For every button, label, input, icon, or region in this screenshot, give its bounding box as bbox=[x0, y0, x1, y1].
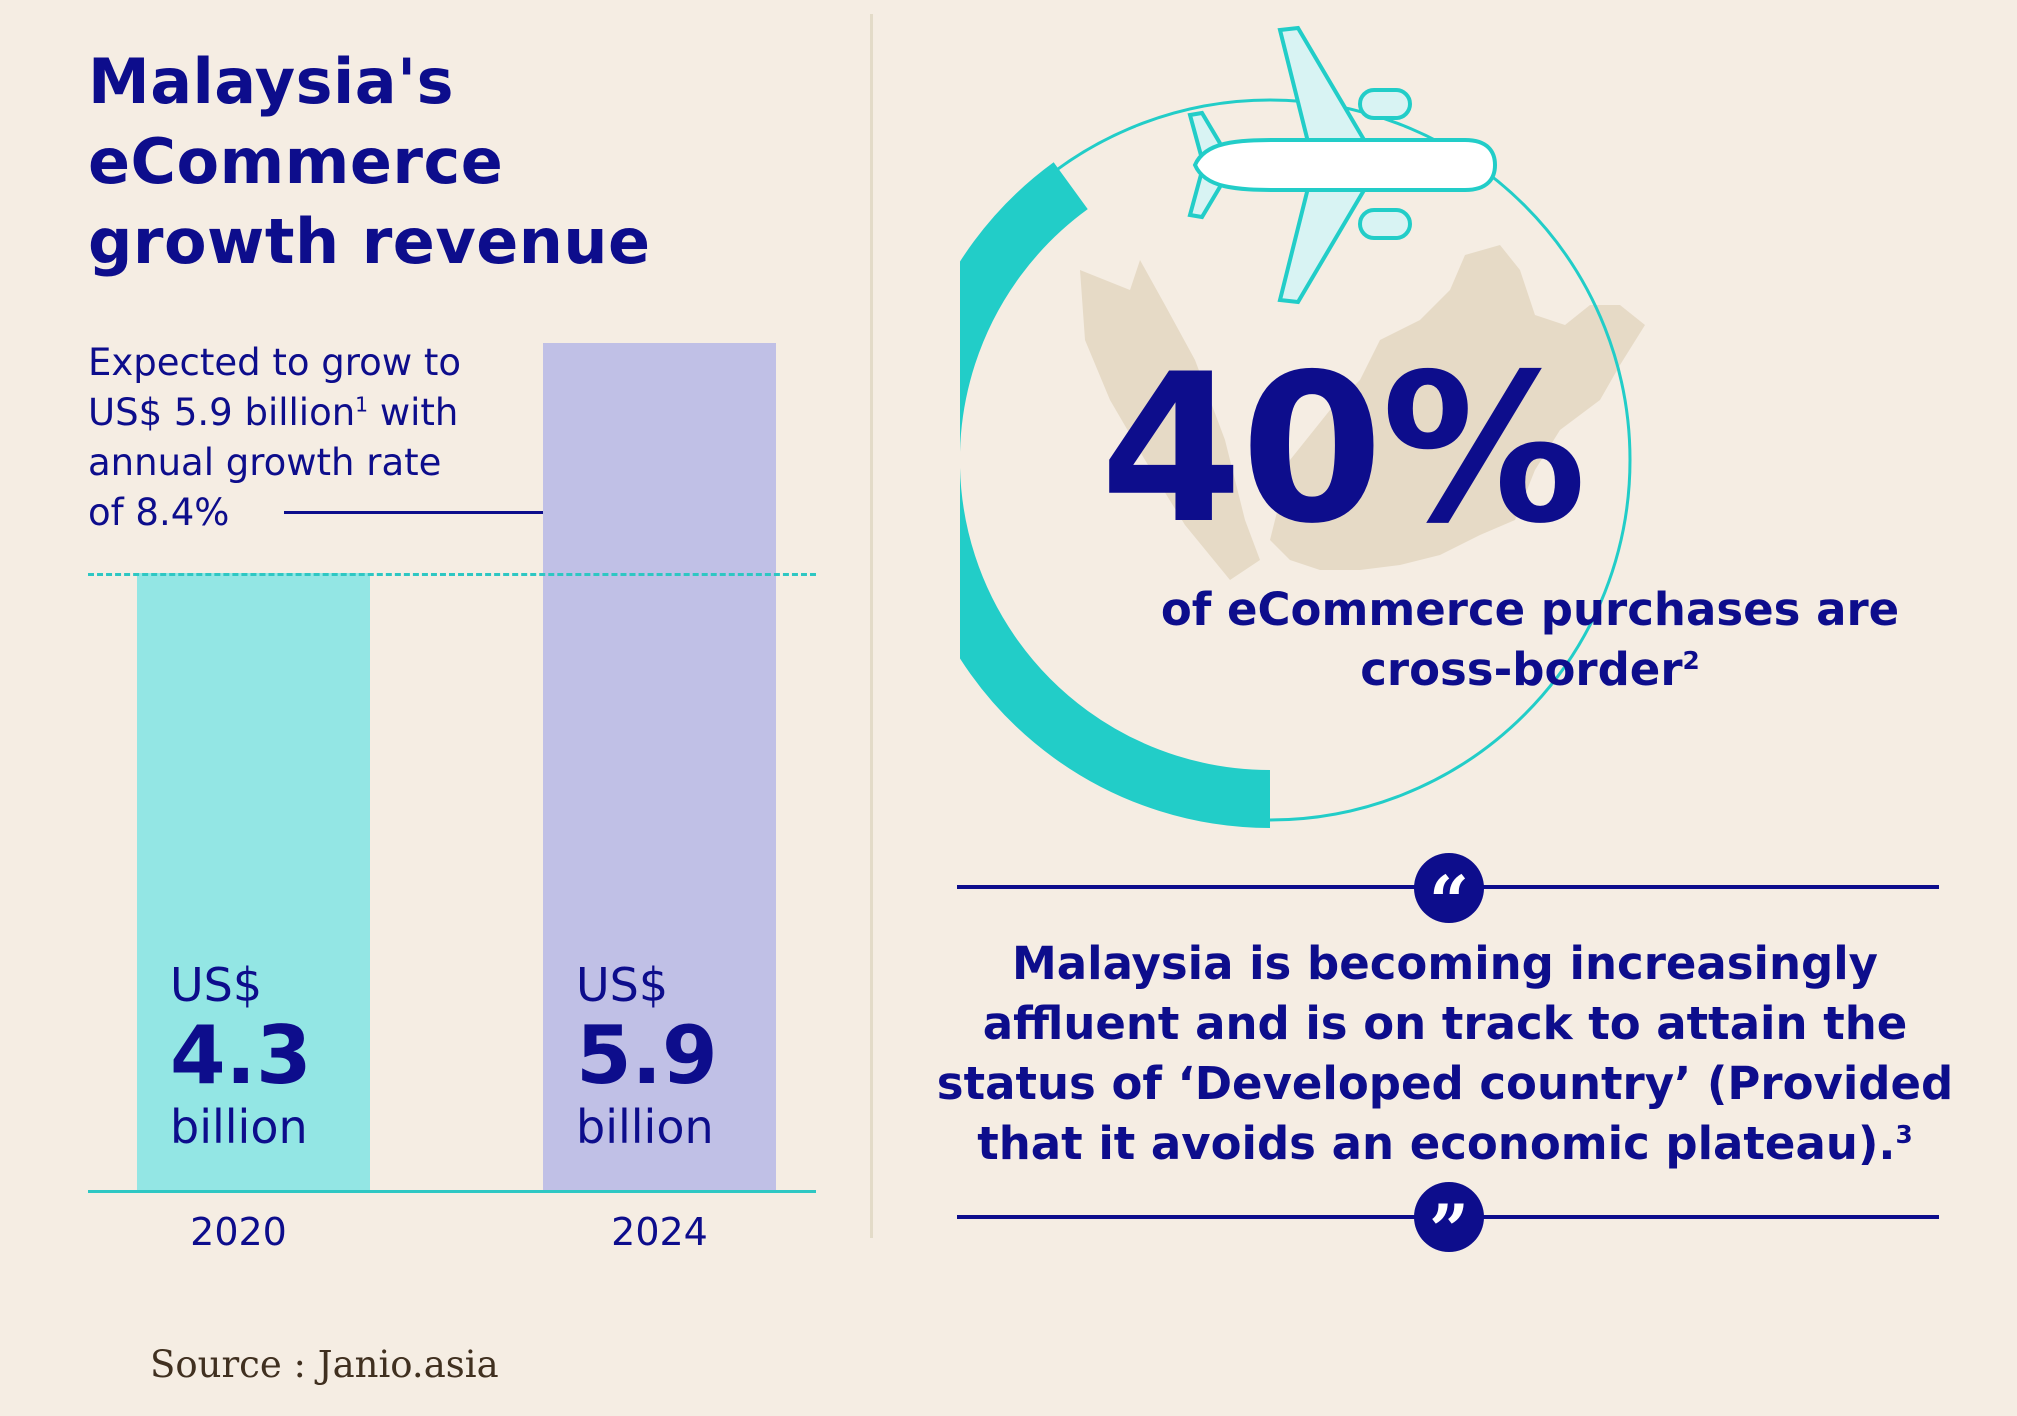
annotation-line-2: US$ 5.9 billion1 with bbox=[88, 388, 558, 438]
bar-currency: US$ bbox=[576, 958, 669, 1012]
footnote-1: 1 bbox=[355, 392, 369, 417]
bar-unit: billion bbox=[170, 1100, 308, 1154]
column-divider bbox=[870, 14, 873, 1238]
annotation-with: with bbox=[368, 391, 459, 434]
title-line-1: Malaysia's bbox=[88, 45, 455, 118]
stat-text-line-2: cross-border2 bbox=[1130, 640, 1930, 700]
close-quote-icon: ” bbox=[1414, 1182, 1484, 1252]
annotation-line-3: annual growth rate bbox=[88, 441, 442, 484]
reference-dashed-line bbox=[88, 572, 816, 576]
callout-leader-line bbox=[284, 511, 662, 514]
open-quote-icon: “ bbox=[1414, 853, 1484, 923]
title-line-2: eCommerce bbox=[88, 125, 504, 198]
bar-2024 bbox=[543, 343, 776, 1190]
page-title: Malaysia's eCommerce growth revenue bbox=[88, 42, 708, 282]
quote-line-3: status of ‘Developed country’ (Provided bbox=[936, 1057, 1954, 1110]
malaysia-map-borneo bbox=[1270, 245, 1645, 570]
quote-line-4: that it avoids an economic plateau).3 bbox=[930, 1114, 1960, 1174]
title-line-3: growth revenue bbox=[88, 205, 651, 278]
stat-graphic bbox=[960, 25, 1645, 828]
quote-line-1: Malaysia is becoming increasingly bbox=[1012, 937, 1878, 990]
bar-label-2020: US$ 4.3 billion bbox=[170, 958, 312, 1154]
stat-value: 40% bbox=[1100, 331, 1587, 569]
stat-description: of eCommerce purchases are cross-border2 bbox=[1130, 580, 1930, 700]
bar-2020 bbox=[137, 572, 370, 1190]
annotation-line-4: of 8.4% bbox=[88, 491, 230, 534]
malaysia-map-peninsula bbox=[1080, 260, 1260, 580]
footnote-2: 2 bbox=[1682, 646, 1700, 675]
annotation-line-1: Expected to grow to bbox=[88, 341, 461, 384]
bar-unit: billion bbox=[576, 1100, 714, 1154]
stat-arc-40-percent bbox=[960, 162, 1271, 828]
quote-text: Malaysia is becoming increasingly afflue… bbox=[930, 934, 1960, 1174]
source-credit: Source : Janio.asia bbox=[150, 1343, 499, 1386]
bar-currency: US$ bbox=[170, 958, 263, 1012]
airplane-icon bbox=[1187, 25, 1498, 305]
bar-label-2024: US$ 5.9 billion bbox=[576, 958, 718, 1154]
quote-line-4-text: that it avoids an economic plateau). bbox=[977, 1117, 1896, 1170]
quote-line-2: affluent and is on track to attain the bbox=[982, 997, 1908, 1050]
chart-baseline bbox=[88, 1190, 816, 1193]
x-tick-2024: 2024 bbox=[611, 1210, 708, 1254]
annotation-amount: US$ 5.9 billion bbox=[88, 391, 356, 434]
bar-value: 4.3 bbox=[170, 1009, 312, 1102]
stat-text-line-1: of eCommerce purchases are bbox=[1160, 583, 1900, 636]
stat-text-cross-border: cross-border bbox=[1360, 643, 1683, 696]
bar-value: 5.9 bbox=[576, 1009, 718, 1102]
footnote-3: 3 bbox=[1895, 1120, 1913, 1149]
growth-annotation: Expected to grow to US$ 5.9 billion1 wit… bbox=[88, 338, 558, 538]
x-tick-2020: 2020 bbox=[190, 1210, 287, 1254]
